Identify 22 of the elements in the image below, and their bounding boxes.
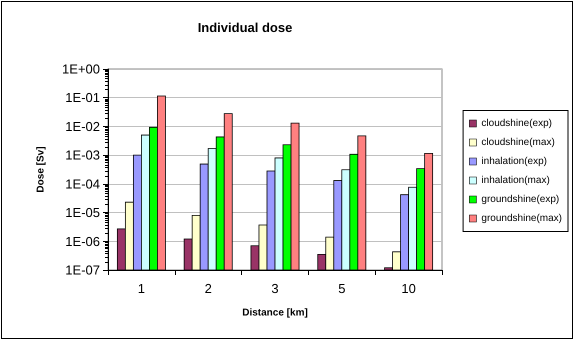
y-tick-label: 1E-01 [65, 90, 100, 106]
legend-label: groundshine(max) [481, 213, 562, 224]
legend-label: groundshine(exp) [481, 194, 560, 205]
y-tick-label: 1E+00 [62, 62, 100, 76]
x-tick-label: 1 [138, 281, 146, 296]
legend-label: inhalation(max) [481, 175, 550, 186]
x-tick-label: 10 [401, 281, 416, 296]
y-tick-label: 1E-02 [65, 118, 100, 134]
legend-label: cloudshine(exp) [481, 118, 552, 129]
x-tick-label: 3 [271, 281, 279, 296]
y-tick-label: 1E-05 [65, 205, 100, 220]
chart-title: Individual dose [198, 20, 292, 35]
x-axis-title: Distance [km] [242, 308, 308, 318]
y-tick-label: 1E-06 [65, 234, 100, 249]
y-axis-title: Dose [Sv] [36, 146, 46, 193]
y-tick-label: 1E-03 [65, 148, 100, 163]
y-tick-label: 1E-07 [65, 262, 100, 278]
x-tick-label: 5 [338, 281, 346, 296]
legend-label: inhalation(exp) [481, 156, 548, 167]
legend-label: cloudshine(max) [481, 137, 555, 148]
x-tick-label: 2 [204, 281, 212, 296]
y-tick-label: 1E-04 [65, 176, 100, 192]
